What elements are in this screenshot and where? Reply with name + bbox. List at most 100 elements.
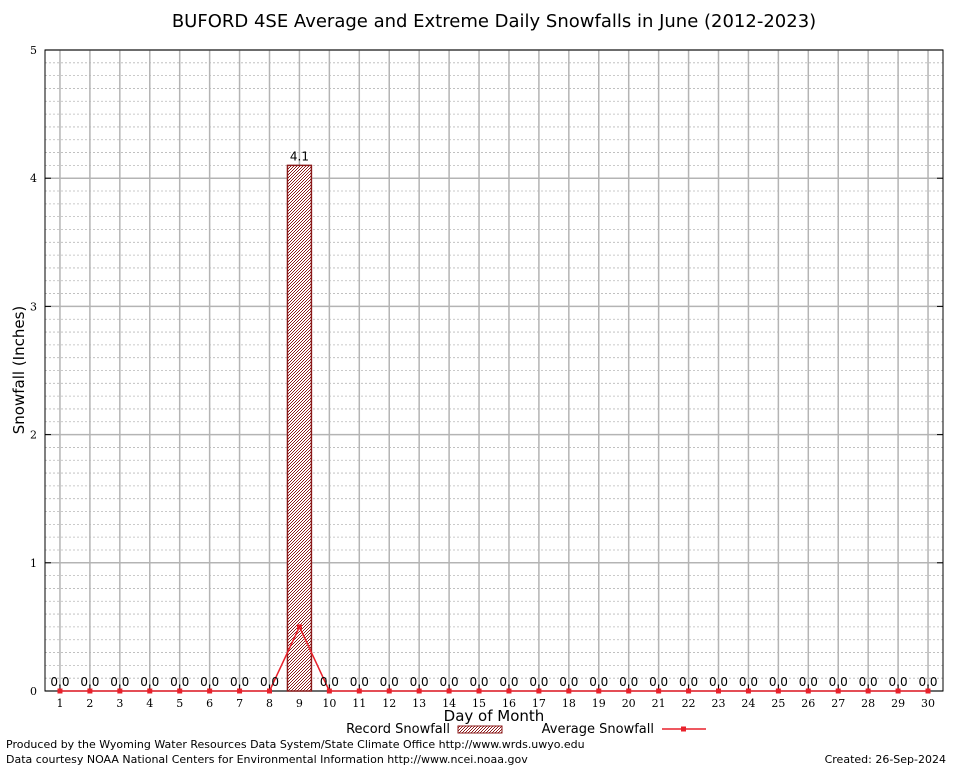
data-labels: 0.0 0.0 0.0 0.0 0.0 0.0 0.0 0.0 4.1 0.0 0.0 0.0 0.0 0… — [50, 149, 937, 689]
legend-label-average: Average Snowfall — [542, 722, 654, 737]
data-label: 0.0 — [529, 675, 548, 689]
chart-title: BUFORD 4SE Average and Extreme Daily Sno… — [172, 11, 816, 32]
x-tick-label: 2 — [86, 697, 93, 710]
average-point — [147, 688, 153, 694]
average-point — [476, 688, 482, 694]
grid-lines — [45, 49, 943, 692]
average-point — [356, 688, 362, 694]
x-tick-label: 26 — [801, 697, 815, 710]
average-point — [57, 688, 63, 694]
average-point — [386, 688, 392, 694]
x-tick-label: 6 — [206, 697, 213, 710]
average-series-line — [59, 625, 929, 692]
x-tick-label: 16 — [502, 697, 516, 710]
x-tick-label: 1 — [56, 697, 63, 710]
x-tick-label: 14 — [442, 697, 456, 710]
average-point — [177, 688, 183, 694]
x-tick-label: 20 — [622, 697, 636, 710]
average-point — [716, 688, 721, 694]
x-tick-label: 18 — [562, 697, 576, 710]
y-tick-label: 2 — [30, 429, 37, 442]
average-point — [895, 688, 901, 694]
data-label: 0.0 — [230, 675, 249, 689]
x-tick-label: 17 — [532, 697, 546, 710]
record-bar — [286, 164, 313, 692]
data-label: 0.0 — [170, 675, 189, 689]
data-label: 0.0 — [110, 675, 129, 689]
x-tick-label: 12 — [382, 697, 396, 710]
x-tick-label: 11 — [352, 697, 366, 710]
x-tick-label: 3 — [116, 697, 123, 710]
x-tick-label: 8 — [266, 697, 273, 710]
x-tick-label: 15 — [472, 697, 486, 710]
footer-credit-wrds: Produced by the Wyoming Water Resources … — [6, 738, 585, 751]
data-label: 0.0 — [799, 675, 818, 689]
average-point — [536, 688, 542, 694]
data-label: 0.0 — [410, 675, 429, 689]
average-line — [57, 624, 931, 694]
average-point — [835, 688, 841, 694]
y-tick-label: 4 — [30, 172, 37, 185]
x-tick-label: 30 — [921, 697, 935, 710]
data-label: 0.0 — [50, 675, 69, 689]
average-point — [87, 688, 93, 694]
x-tick-label: 4 — [146, 697, 153, 710]
x-tick-label: 25 — [771, 697, 785, 710]
data-label: 0.0 — [679, 675, 698, 689]
x-tick-label: 23 — [712, 697, 726, 710]
x-tick-label: 21 — [652, 697, 666, 710]
y-tick-label: 1 — [30, 557, 37, 570]
x-tick-label: 27 — [831, 697, 845, 710]
y-tick-label: 3 — [30, 300, 37, 313]
legend: Record Snowfall Average Snowfall — [346, 722, 706, 737]
data-label: 0.0 — [829, 675, 848, 689]
data-label: 0.0 — [589, 675, 608, 689]
data-label: 0.0 — [380, 675, 399, 689]
legend-label-record: Record Snowfall — [346, 722, 450, 737]
average-point — [267, 688, 272, 694]
legend-swatch-record — [457, 725, 503, 734]
data-label: 0.0 — [499, 675, 518, 689]
data-label: 0.0 — [469, 675, 488, 689]
average-point — [805, 688, 811, 694]
data-label: 0.0 — [889, 675, 908, 689]
data-label: 4.1 — [290, 149, 309, 163]
data-label: 0.0 — [440, 675, 459, 689]
legend-swatch-average-marker — [681, 726, 686, 732]
data-label: 0.0 — [709, 675, 728, 689]
average-point — [506, 688, 512, 694]
data-label: 0.0 — [260, 675, 279, 689]
average-point — [416, 688, 422, 694]
footer-credit-ncei: Data courtesy NOAA National Centers for … — [6, 753, 528, 766]
average-point — [865, 688, 871, 694]
average-point — [925, 688, 931, 694]
average-point — [237, 688, 243, 694]
x-tick-label: 22 — [682, 697, 696, 710]
data-label: 0.0 — [619, 675, 638, 689]
footer-created-date: Created: 26-Sep-2024 — [825, 753, 946, 766]
average-point — [745, 688, 751, 694]
average-point — [446, 688, 452, 694]
average-point — [207, 688, 213, 694]
average-point — [626, 688, 632, 694]
x-tick-label: 24 — [741, 697, 755, 710]
x-tick-label: 10 — [322, 697, 336, 710]
average-point — [566, 688, 572, 694]
average-point — [686, 688, 692, 694]
y-tick-label: 0 — [30, 685, 37, 698]
data-label: 0.0 — [350, 675, 369, 689]
x-tick-label: 5 — [176, 697, 183, 710]
x-tick-label: 9 — [296, 697, 303, 710]
y-axis-label: Snowfall (Inches) — [10, 306, 28, 434]
average-point — [656, 688, 662, 694]
average-point — [296, 624, 302, 630]
data-label: 0.0 — [200, 675, 219, 689]
data-label: 0.0 — [859, 675, 878, 689]
x-tick-label: 29 — [891, 697, 905, 710]
average-point — [596, 688, 602, 694]
data-label: 0.0 — [80, 675, 99, 689]
x-tick-label: 7 — [236, 697, 243, 710]
y-tick-label: 5 — [30, 44, 37, 57]
data-label: 0.0 — [769, 675, 788, 689]
